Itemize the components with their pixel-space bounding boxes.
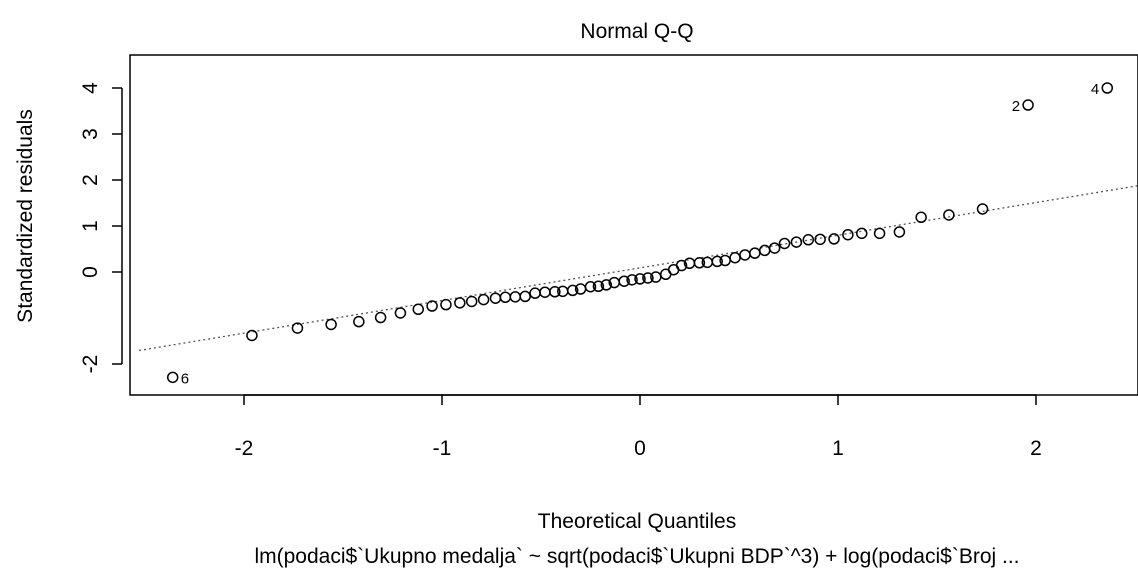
data-point (768, 242, 781, 254)
data-point (584, 280, 597, 293)
data-point (440, 298, 452, 311)
data-point (454, 297, 466, 309)
data-point (566, 284, 579, 297)
data-point (549, 286, 561, 298)
data-point (519, 290, 531, 303)
data-point (693, 257, 706, 269)
data-point (842, 228, 854, 241)
data-point (592, 280, 605, 293)
y-tick-label: 4 (79, 82, 102, 94)
data-point (790, 236, 803, 248)
y-axis-label: Standardized residuals (14, 109, 37, 323)
axes: -2 -1 0 1 2 -2 0 1 2 3 4 (79, 82, 1042, 460)
data-point (477, 293, 490, 306)
data-point (739, 249, 751, 261)
x-tick-label: 1 (832, 437, 844, 460)
data-point (711, 255, 723, 268)
data-point (915, 211, 927, 224)
data-point (873, 227, 886, 240)
data-point (778, 237, 791, 250)
data-point (353, 315, 365, 328)
reference-line-group (138, 185, 1138, 352)
point-label: 2 (1012, 98, 1020, 115)
data-point (489, 292, 502, 304)
data-point (600, 279, 613, 291)
point-label: 6 (181, 370, 189, 387)
data-point (412, 303, 424, 316)
data-point (828, 233, 840, 245)
data-point (802, 234, 815, 246)
qq-reference-line (138, 185, 1138, 352)
data-point (325, 318, 337, 331)
data-point (729, 251, 741, 264)
data-point (626, 274, 638, 286)
data-point (943, 209, 955, 221)
data-point (814, 233, 826, 246)
data-point (246, 329, 258, 342)
x-tick-label: -1 (433, 437, 452, 460)
data-point (856, 227, 868, 240)
x-tick-label: -2 (235, 437, 254, 460)
data-point (426, 300, 438, 312)
plot-frame (129, 54, 1138, 396)
point-label: 4 (1091, 81, 1099, 98)
data-point (166, 371, 179, 384)
data-point (675, 259, 688, 272)
data-point (618, 275, 630, 287)
chart-subtitle: lm(podaci$`Ukupno medalja` ~ sqrt(podaci… (254, 545, 1019, 568)
data-point (539, 286, 551, 298)
data-point (374, 311, 387, 324)
points-group (166, 82, 1114, 384)
data-point (976, 203, 989, 215)
data-point (642, 272, 654, 284)
data-point (394, 307, 407, 319)
data-point (634, 273, 646, 285)
point-labels-group: 6 2 4 (181, 81, 1100, 387)
y-tick-label: 2 (79, 174, 102, 186)
data-point (465, 295, 478, 308)
x-tick-label: 0 (634, 437, 646, 460)
data-point (499, 291, 512, 304)
data-point (893, 226, 906, 238)
data-point (1022, 99, 1034, 111)
data-point (291, 322, 304, 334)
x-axis-label: Theoretical Quantiles (538, 510, 736, 533)
x-tick-label: 2 (1030, 437, 1042, 460)
data-point (529, 287, 541, 299)
data-point (749, 247, 761, 259)
y-tick-label: 0 (79, 266, 102, 278)
chart-title: Normal Q-Q (580, 20, 693, 43)
y-tick-label: 3 (79, 128, 102, 140)
data-point (758, 244, 771, 257)
y-tick-label: -2 (79, 355, 102, 374)
data-point (509, 291, 522, 303)
data-point (1101, 82, 1114, 94)
y-tick-label: 1 (79, 220, 102, 232)
